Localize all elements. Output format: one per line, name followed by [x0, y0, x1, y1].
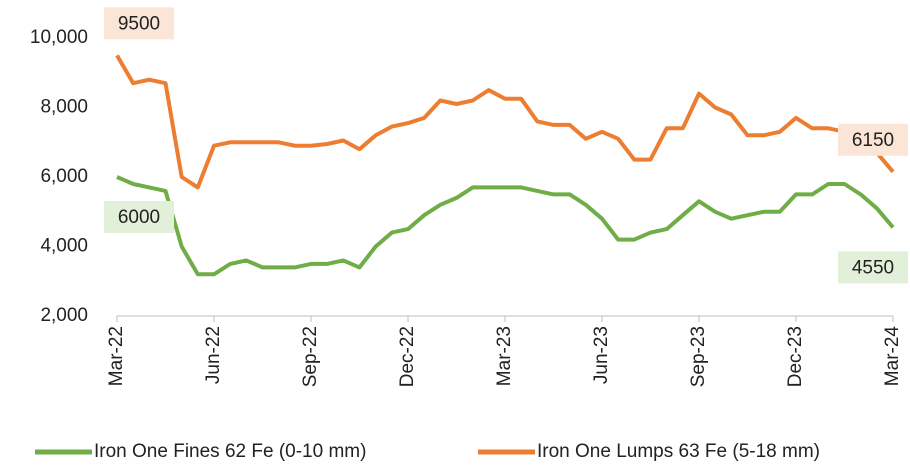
x-tick-label: Mar-22	[106, 326, 127, 386]
series-line	[115, 54, 895, 190]
x-tick-label: Dec-22	[397, 326, 418, 387]
x-tick-label: Sep-22	[300, 326, 321, 387]
data-label: 4550	[852, 257, 894, 278]
x-tick-label: Mar-24	[882, 326, 903, 387]
y-tick-label: 4,000	[40, 236, 88, 257]
data-label: 9500	[118, 13, 160, 34]
y-tick-label: 10,000	[30, 27, 88, 48]
data-label-box	[838, 251, 908, 284]
data-label-box	[104, 201, 174, 233]
legend-label: Iron One Fines 62 Fe (0-10 mm)	[94, 441, 366, 462]
data-label-box	[104, 7, 174, 40]
x-tick-label: Mar-23	[494, 326, 515, 386]
data-label-box	[838, 123, 908, 156]
y-tick-label: 8,000	[40, 97, 88, 118]
y-tick-label: 2,000	[40, 305, 88, 326]
data-label: 6000	[118, 207, 160, 228]
x-tick-label: Sep-23	[688, 326, 709, 387]
data-label: 6150	[852, 130, 894, 151]
series-line	[116, 175, 895, 277]
y-tick-label: 6,000	[40, 166, 88, 187]
x-tick-label: Jun-23	[591, 326, 612, 384]
x-tick-label: Jun-22	[203, 326, 224, 384]
legend-label: Iron One Lumps 63 Fe (5-18 mm)	[537, 441, 820, 462]
x-tick-label: Dec-23	[785, 326, 806, 387]
